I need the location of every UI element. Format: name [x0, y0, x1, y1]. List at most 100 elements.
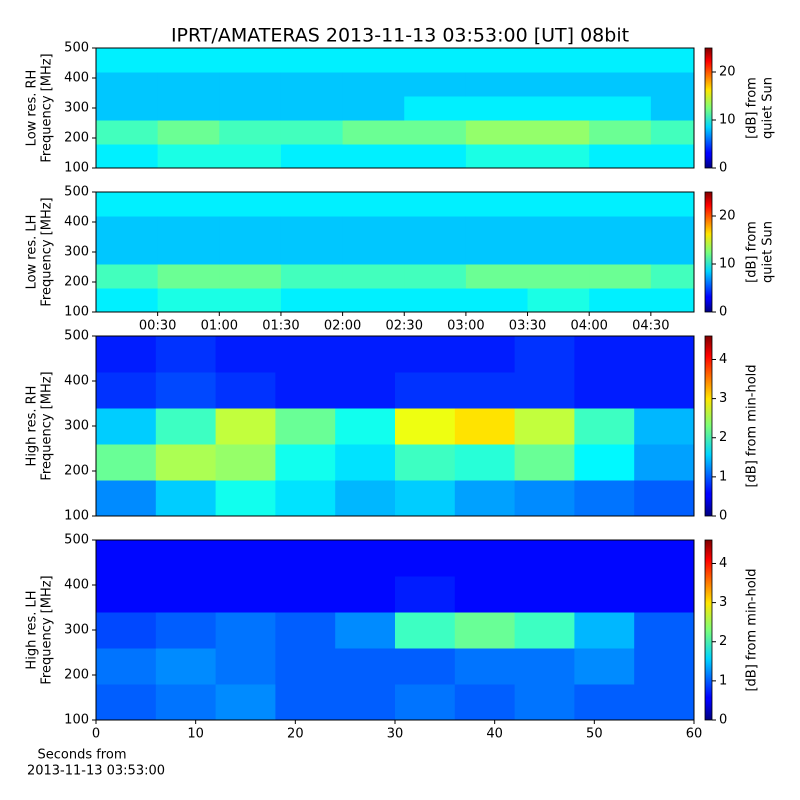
y-tick-label: 100 — [64, 713, 89, 728]
x-tick-label: 01:00 — [201, 319, 238, 334]
colorbar-tick-label: 4 — [719, 556, 727, 571]
heatmap-cell — [404, 288, 467, 313]
colorbar — [704, 539, 713, 721]
colorbar-label: [dB] from min-hold — [745, 568, 760, 691]
heatmap-cell — [574, 336, 635, 373]
colorbar-label: quiet Sun — [761, 221, 776, 283]
x-tick-label: 02:00 — [324, 319, 361, 334]
heatmap-cell — [96, 288, 159, 313]
heatmap-cell — [465, 120, 529, 145]
heatmap-cell — [96, 120, 159, 145]
heatmap-cell — [465, 72, 529, 97]
x-tick-label: 10 — [187, 727, 204, 742]
heatmap-cell — [280, 72, 344, 97]
heatmap-cell — [155, 576, 217, 613]
colorbar-tick-label: 0 — [719, 161, 727, 176]
heatmap-cell — [589, 240, 652, 265]
heatmap-cell — [215, 372, 276, 409]
y-tick-label: 200 — [64, 131, 89, 146]
heatmap-cell — [215, 540, 276, 577]
x-tick-label: 02:30 — [386, 319, 423, 334]
heatmap-cell — [527, 216, 590, 241]
heatmap-cell — [96, 96, 159, 121]
heatmap-cell — [527, 48, 590, 73]
heatmap-cell — [650, 264, 695, 289]
heatmap-cell — [155, 444, 217, 481]
y-axis-label: Frequency [MHz] — [40, 197, 55, 306]
heatmap-cell — [96, 612, 157, 649]
heatmap-cell — [395, 684, 456, 721]
heatmap-cell — [589, 48, 652, 73]
heatmap-cell — [342, 96, 405, 121]
heatmap-cell — [342, 264, 405, 289]
x-tick-label: 0 — [92, 727, 100, 742]
heatmap-cell — [465, 192, 529, 217]
colorbar-tick-label: 10 — [719, 113, 736, 128]
heatmap-cell — [96, 684, 157, 721]
heatmap-cell — [335, 372, 396, 409]
heatmap-cell — [155, 480, 217, 517]
heatmap-cell — [404, 72, 467, 97]
heatmap-cell — [527, 120, 590, 145]
heatmap-cell — [219, 48, 282, 73]
heatmap-cell — [650, 120, 695, 145]
heatmap-cell — [280, 96, 344, 121]
heatmap-cell — [275, 576, 336, 613]
heatmap-cell — [650, 288, 695, 313]
heatmap-cell — [650, 48, 695, 73]
heatmap-cell — [155, 684, 217, 721]
x-tick-label: 30 — [387, 727, 404, 742]
y-tick-label: 400 — [64, 578, 89, 593]
heatmap-cell — [574, 444, 635, 481]
x-tick-label: 04:00 — [570, 319, 607, 334]
heatmap-cell — [96, 48, 159, 73]
y-tick-label: 100 — [64, 509, 89, 524]
colorbar-tick-label: 3 — [719, 595, 727, 610]
colorbar-label: quiet Sun — [761, 77, 776, 139]
heatmap-cell — [514, 408, 575, 445]
y-tick-label: 100 — [64, 161, 89, 176]
y-tick-label: 200 — [64, 464, 89, 479]
heatmap-cell — [634, 576, 695, 613]
y-axis-label: Frequency [MHz] — [40, 371, 55, 480]
heatmap-cell — [514, 612, 575, 649]
heatmap-cell — [454, 336, 516, 373]
heatmap-cell — [589, 216, 652, 241]
heatmap-cell — [589, 120, 652, 145]
heatmap-cell — [342, 240, 405, 265]
colorbar-tick-label: 2 — [719, 430, 727, 445]
colorbar-tick-label: 1 — [719, 673, 727, 688]
y-tick-label: 400 — [64, 215, 89, 230]
heatmap-cell — [465, 48, 529, 73]
heatmap-cell — [96, 372, 157, 409]
heatmap-cell — [335, 408, 396, 445]
x-tick-label: 40 — [486, 727, 503, 742]
heatmap-cell — [634, 372, 695, 409]
heatmap-cell — [215, 480, 276, 517]
heatmap-cell — [280, 48, 344, 73]
x-tick-label: 60 — [686, 727, 703, 742]
heatmap-cell — [96, 192, 159, 217]
heatmap-cell — [342, 144, 405, 169]
colorbar — [704, 191, 713, 313]
heatmap-cell — [454, 372, 516, 409]
heatmap-cell — [96, 480, 157, 517]
x-tick-label: 04:30 — [632, 319, 669, 334]
heatmap-cell — [157, 216, 220, 241]
heatmap-cell — [589, 288, 652, 313]
heatmap-cell — [96, 444, 157, 481]
heatmap-cell — [215, 612, 276, 649]
heatmap-cell — [514, 372, 575, 409]
heatmap-cell — [404, 120, 467, 145]
y-tick-label: 300 — [64, 245, 89, 260]
heatmap-cell — [96, 216, 159, 241]
colorbar-label: [dB] from min-hold — [745, 364, 760, 487]
colorbar — [704, 47, 713, 169]
heatmap-cell — [335, 648, 396, 685]
colorbar-tick-label: 0 — [719, 509, 727, 524]
heatmap-cell — [219, 216, 282, 241]
heatmap-cell — [465, 288, 529, 313]
heatmap-cell — [215, 444, 276, 481]
heatmap-cell — [342, 216, 405, 241]
y-axis-label: High res. LH — [25, 590, 40, 669]
